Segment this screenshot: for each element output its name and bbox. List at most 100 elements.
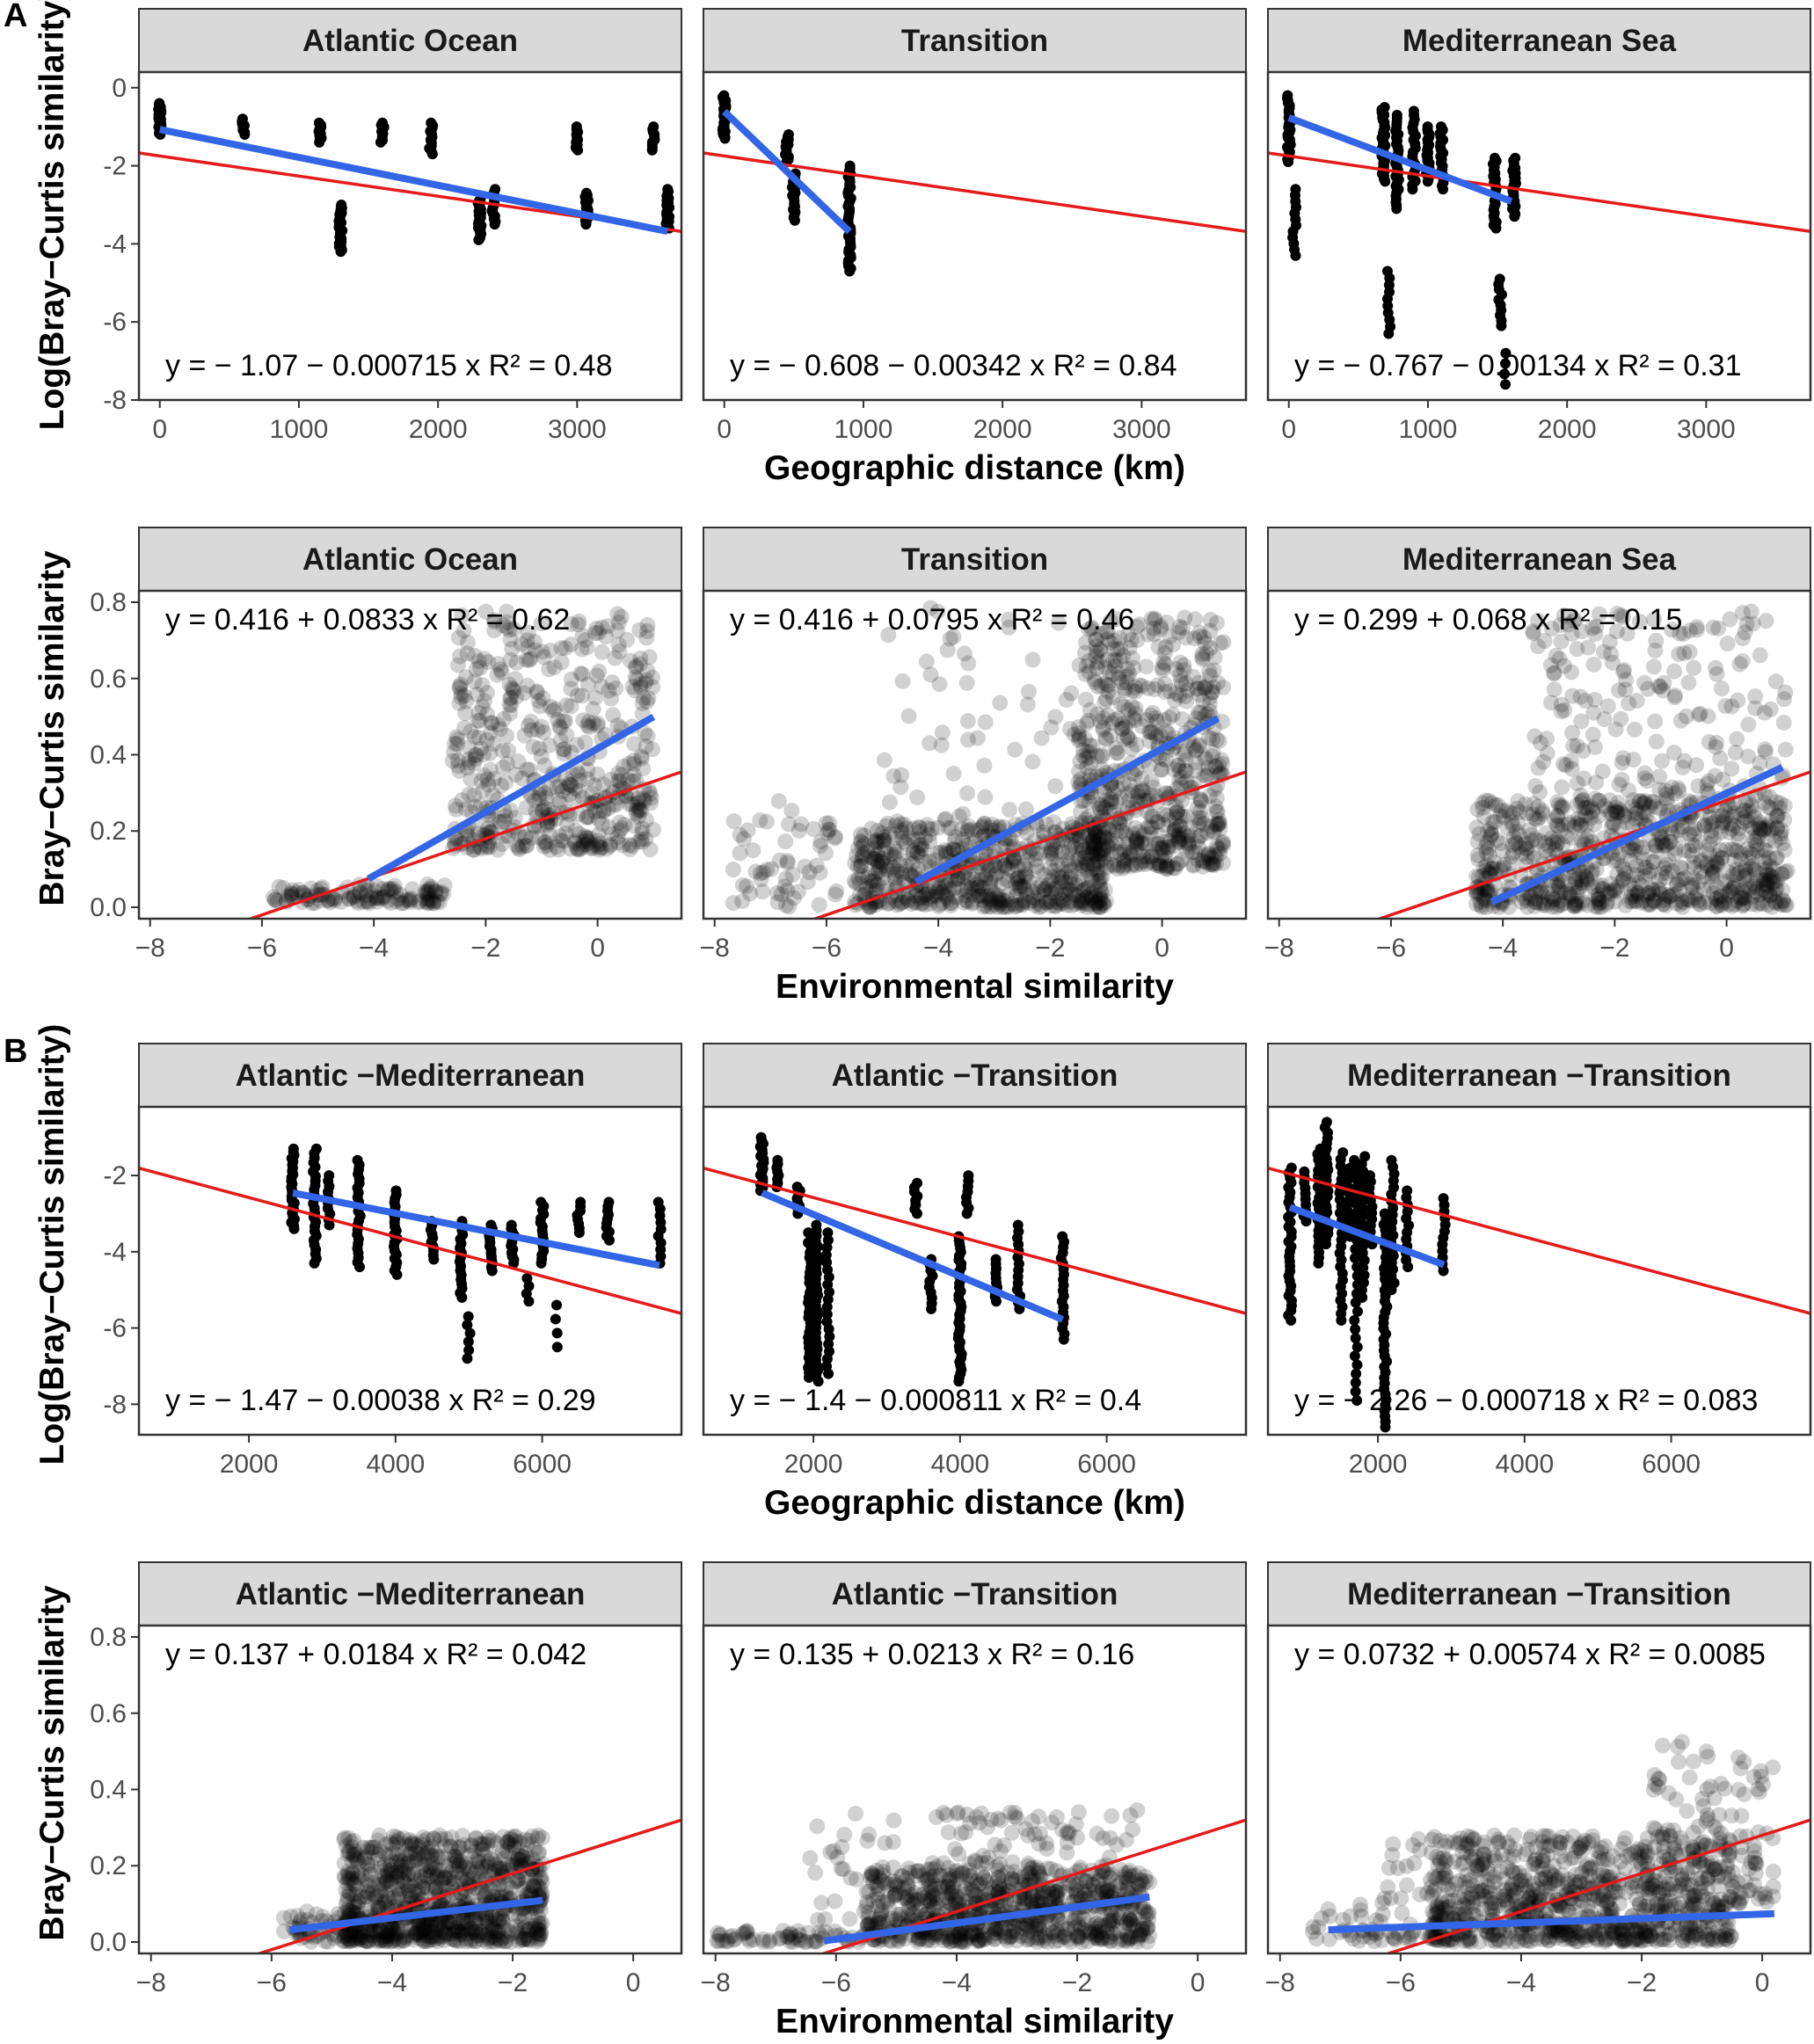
data-point xyxy=(1091,898,1108,915)
data-point xyxy=(1567,895,1584,912)
data-point xyxy=(1169,803,1186,819)
data-point xyxy=(1191,674,1207,691)
data-point xyxy=(1118,856,1134,873)
data-point xyxy=(284,882,301,898)
data-point xyxy=(324,1170,335,1182)
data-point xyxy=(536,757,553,774)
data-point xyxy=(1042,860,1059,877)
data-point xyxy=(1633,894,1650,911)
y-tick-label: 0.0 xyxy=(90,893,127,922)
data-point xyxy=(1733,846,1750,862)
data-point xyxy=(1504,805,1521,822)
data-point xyxy=(395,895,412,912)
data-point xyxy=(1201,695,1218,712)
data-point xyxy=(652,1197,664,1208)
data-point xyxy=(1593,877,1610,893)
data-point xyxy=(1118,718,1134,735)
data-point xyxy=(878,861,895,877)
data-point xyxy=(1548,898,1565,915)
data-point xyxy=(545,702,562,719)
data-point xyxy=(582,840,599,856)
data-point xyxy=(625,818,642,834)
data-point xyxy=(1203,849,1220,866)
data-point xyxy=(977,789,994,805)
data-point xyxy=(1088,847,1104,863)
data-point xyxy=(1089,862,1105,878)
data-point xyxy=(1526,846,1542,862)
x-tick-label: −4 xyxy=(1488,934,1518,963)
data-point xyxy=(965,894,981,911)
data-point xyxy=(1084,871,1101,888)
data-point xyxy=(1523,890,1540,906)
data-point xyxy=(1651,882,1668,898)
data-point xyxy=(892,779,909,796)
data-point xyxy=(1089,873,1106,890)
data-point xyxy=(958,892,975,909)
data-point xyxy=(375,889,391,906)
data-point xyxy=(1150,826,1167,843)
data-point xyxy=(1473,897,1490,913)
data-point xyxy=(1615,861,1632,877)
data-point xyxy=(359,893,375,910)
data-point xyxy=(1045,814,1062,831)
data-point xyxy=(486,614,503,630)
data-point xyxy=(1089,852,1105,869)
data-point xyxy=(1081,664,1097,680)
data-point xyxy=(1623,840,1640,857)
data-point xyxy=(502,689,519,706)
data-point xyxy=(849,840,866,857)
data-point xyxy=(1123,847,1140,863)
data-point xyxy=(1651,800,1668,817)
data-point xyxy=(468,661,484,678)
data-point xyxy=(495,617,512,634)
data-point xyxy=(1690,892,1707,909)
data-point xyxy=(1548,647,1564,664)
data-point xyxy=(577,828,594,845)
data-point xyxy=(1160,839,1177,855)
data-point xyxy=(1030,892,1046,909)
data-point xyxy=(946,880,963,897)
data-point xyxy=(1701,734,1717,751)
data-point xyxy=(1123,858,1140,875)
y-axis-title: Bray−Curtis similarity xyxy=(33,1585,71,1941)
data-point xyxy=(1577,693,1593,709)
data-point xyxy=(634,833,651,850)
reference-line xyxy=(703,1167,1246,1315)
data-point xyxy=(1745,861,1762,877)
data-point xyxy=(1546,891,1563,907)
data-point xyxy=(539,801,556,818)
data-point xyxy=(1026,897,1043,913)
data-point xyxy=(953,881,970,898)
data-point xyxy=(1095,895,1111,912)
data-point xyxy=(1704,869,1721,885)
data-point xyxy=(1699,858,1716,875)
data-point xyxy=(575,837,592,854)
data-point xyxy=(1555,756,1572,773)
data-point xyxy=(1089,678,1106,695)
data-point xyxy=(1073,894,1089,911)
data-point xyxy=(977,897,994,913)
data-point xyxy=(1063,898,1080,914)
data-point xyxy=(945,629,962,645)
data-point xyxy=(1156,853,1173,869)
data-point xyxy=(1155,833,1172,850)
data-point xyxy=(1577,868,1594,884)
data-point xyxy=(468,747,484,764)
chart-row-1: Log(Bray−Curtis similarity)Geographic di… xyxy=(33,0,1812,487)
data-point xyxy=(477,603,494,620)
data-point xyxy=(1550,897,1567,913)
data-point xyxy=(349,1929,366,1946)
data-point xyxy=(1504,814,1520,831)
data-point xyxy=(1167,860,1184,877)
data-point xyxy=(1545,891,1562,908)
data-point xyxy=(1760,819,1777,836)
data-point xyxy=(1070,774,1087,790)
data-point xyxy=(1736,889,1752,906)
data-point xyxy=(1573,832,1590,848)
data-point xyxy=(1178,774,1195,790)
data-point xyxy=(478,840,495,856)
data-point xyxy=(1645,794,1662,811)
data-point xyxy=(960,655,977,672)
